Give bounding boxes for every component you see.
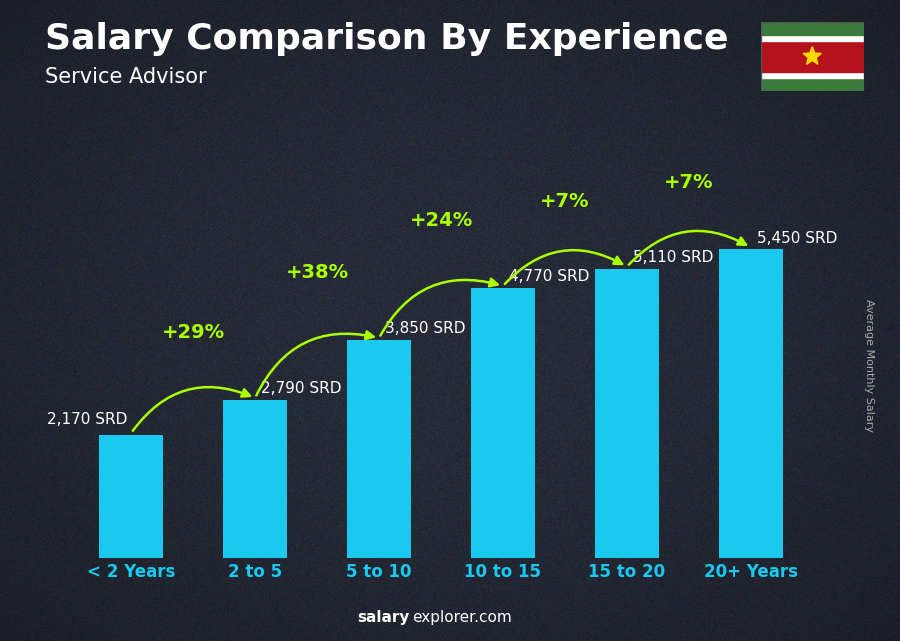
Text: 4,770 SRD: 4,770 SRD (509, 269, 590, 284)
Bar (471, 288, 536, 558)
Text: +7%: +7% (540, 192, 590, 211)
Bar (760, 72, 864, 78)
Text: 5,110 SRD: 5,110 SRD (633, 250, 714, 265)
Text: 5,450 SRD: 5,450 SRD (757, 231, 837, 246)
Text: 3,850 SRD: 3,850 SRD (385, 321, 465, 336)
Bar (99, 435, 164, 558)
Bar (760, 78, 864, 91)
Text: Service Advisor: Service Advisor (45, 67, 207, 87)
Text: Average Monthly Salary: Average Monthly Salary (863, 299, 874, 432)
Polygon shape (803, 47, 822, 64)
Text: 2,170 SRD: 2,170 SRD (47, 412, 128, 428)
Text: +7%: +7% (664, 172, 714, 192)
Text: +24%: +24% (410, 211, 472, 230)
Bar (346, 340, 411, 558)
Text: salary: salary (357, 610, 410, 625)
Bar (595, 269, 659, 558)
Text: explorer.com: explorer.com (412, 610, 512, 625)
Bar (223, 400, 287, 558)
Bar (718, 249, 783, 558)
Text: 2,790 SRD: 2,790 SRD (261, 381, 342, 396)
Text: Salary Comparison By Experience: Salary Comparison By Experience (45, 22, 728, 56)
Bar (760, 35, 864, 41)
Text: +38%: +38% (285, 263, 348, 282)
Bar (760, 41, 864, 72)
Text: +29%: +29% (162, 323, 225, 342)
Bar (760, 22, 864, 35)
